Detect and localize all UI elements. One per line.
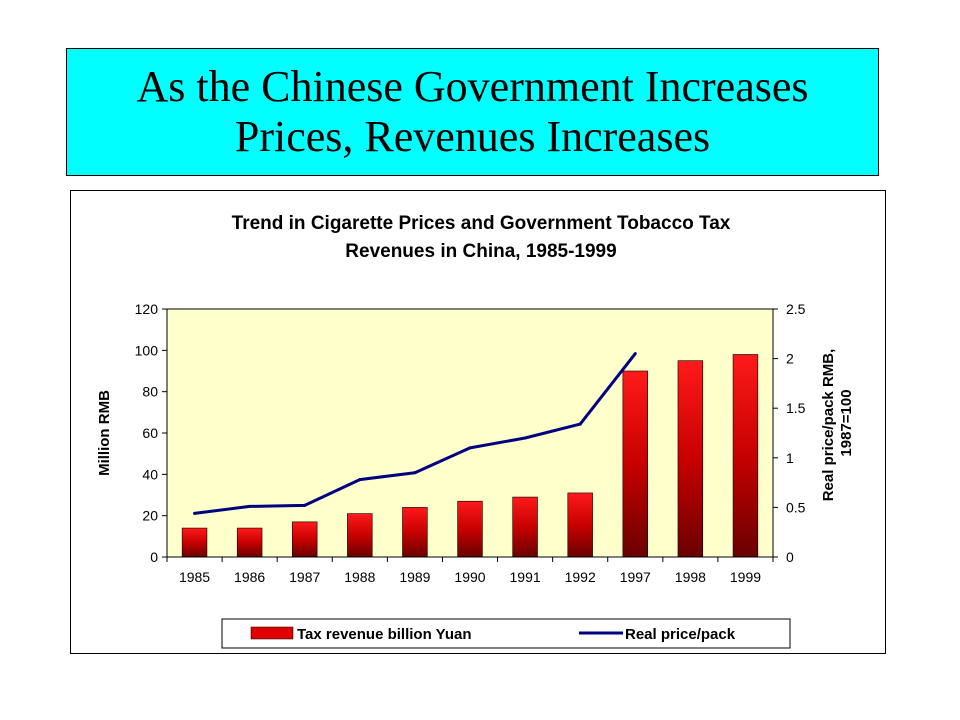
- y-axis-title: Million RMB: [96, 390, 113, 476]
- y-tick-label-20: 20: [142, 508, 158, 524]
- chart-frame: Trend in Cigarette Prices and Government…: [70, 190, 886, 654]
- bar-1991: [512, 496, 538, 558]
- x-tick-label-1999: 1999: [730, 569, 761, 585]
- price-point-1988: [358, 478, 362, 482]
- bar-1987: [292, 521, 318, 558]
- x-tick-label-1985: 1985: [179, 569, 210, 585]
- legend: Tax revenue billion Yuan Real price/pack: [221, 618, 791, 649]
- y-tick-label-120: 120: [135, 301, 159, 317]
- price-point-1997: [633, 352, 637, 356]
- bar-1986: [236, 527, 263, 558]
- slide-title: As the Chinese Government Increases Pric…: [66, 48, 879, 176]
- y2-tick-label-0.5: 0.5: [786, 499, 806, 515]
- slide-title-line-2: Prices, Revenues Increases: [234, 112, 711, 161]
- legend-label-tax-revenue: Tax revenue billion Yuan: [297, 626, 472, 643]
- price-point-1985: [193, 511, 197, 515]
- y2-tick-label-0: 0: [786, 549, 794, 565]
- bar-1989: [402, 507, 428, 558]
- y-tick-label-0: 0: [150, 549, 158, 565]
- x-tick-label-1997: 1997: [620, 569, 651, 585]
- chart-svg: Trend in Cigarette Prices and Government…: [96, 213, 855, 649]
- chart-title-line-1: Trend in Cigarette Prices and Government…: [232, 213, 731, 234]
- x-tick-label-1990: 1990: [454, 569, 485, 585]
- bar-1999: [732, 354, 759, 558]
- bar-1998: [677, 360, 704, 558]
- legend-box: [221, 618, 791, 649]
- x-tick-label-1988: 1988: [344, 569, 375, 585]
- y2-tick-label-1: 1: [786, 450, 794, 466]
- x-tick-label-1998: 1998: [675, 569, 706, 585]
- bar-1990: [457, 500, 483, 558]
- y-tick-label-100: 100: [135, 342, 159, 358]
- price-point-1989: [413, 471, 417, 475]
- price-point-1991: [523, 436, 527, 440]
- x-tick-label-1989: 1989: [399, 569, 430, 585]
- y-tick-label-60: 60: [142, 425, 158, 441]
- y2-axis-title-line-2: 1987=100: [838, 389, 855, 456]
- x-tick-label-1991: 1991: [510, 569, 541, 585]
- bar-1985: [181, 527, 208, 558]
- price-point-1987: [303, 503, 307, 507]
- y2-tick-label-1.5: 1.5: [786, 400, 806, 416]
- chart-title-line-2: Revenues in China, 1985-1999: [345, 241, 616, 262]
- price-point-1986: [248, 504, 252, 508]
- bar-1988: [347, 513, 373, 558]
- price-point-1990: [468, 446, 472, 450]
- bar-1997: [622, 370, 648, 558]
- slide-title-line-1: As the Chinese Government Increases: [136, 62, 809, 111]
- y2-tick-label-2.5: 2.5: [786, 301, 806, 317]
- y-tick-label-80: 80: [142, 384, 158, 400]
- price-point-1992: [578, 422, 582, 426]
- legend-label-real-price: Real price/pack: [625, 626, 736, 643]
- y2-axis-title-line-1: Real price/pack RMB,: [820, 349, 837, 502]
- x-tick-label-1992: 1992: [565, 569, 596, 585]
- x-tick-label-1987: 1987: [289, 569, 320, 585]
- legend-swatch-tax-revenue: [250, 626, 294, 640]
- y-tick-label-40: 40: [142, 466, 158, 482]
- y2-tick-label-2: 2: [786, 351, 794, 367]
- bar-1992: [567, 492, 593, 558]
- x-tick-label-1986: 1986: [234, 569, 265, 585]
